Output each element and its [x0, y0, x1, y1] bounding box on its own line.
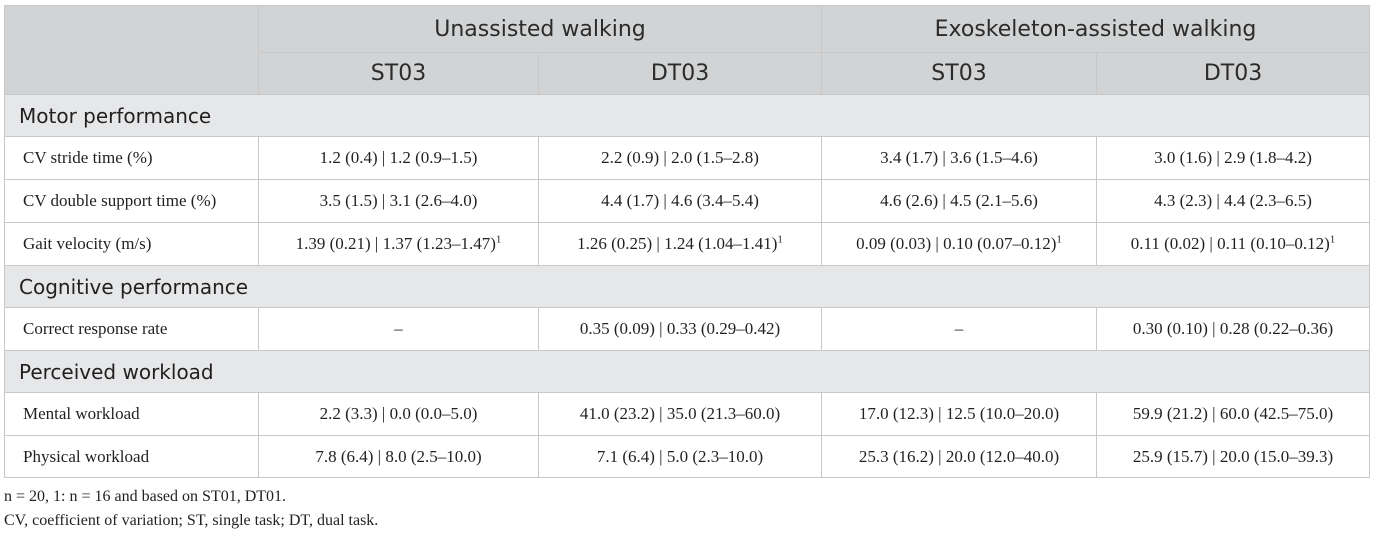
table-cell: 17.0 (12.3) | 12.5 (10.0–20.0) [821, 392, 1097, 436]
table-cell: 4.4 (1.7) | 4.6 (3.4–5.4) [538, 179, 822, 223]
col-header-exoskeleton-dt03: DT03 [1096, 52, 1370, 95]
table-row: Correct response rate – 0.35 (0.09) | 0.… [4, 307, 1370, 351]
section-title-workload: Perceived workload [4, 350, 1370, 393]
table-cell: – [821, 307, 1097, 351]
table-cell: 0.09 (0.03) | 0.10 (0.07–0.12)1 [821, 222, 1097, 266]
table-cell: 41.0 (23.2) | 35.0 (21.3–60.0) [538, 392, 822, 436]
table-cell: 1.39 (0.21) | 1.37 (1.23–1.47)1 [258, 222, 539, 266]
table-cell: 25.3 (16.2) | 20.0 (12.0–40.0) [821, 435, 1097, 478]
col-header-unassisted-st03: ST03 [258, 52, 539, 95]
row-label: CV double support time (%) [4, 179, 259, 223]
table-cell: 7.1 (6.4) | 5.0 (2.3–10.0) [538, 435, 822, 478]
table-cell: 1.2 (0.4) | 1.2 (0.9–1.5) [258, 136, 539, 180]
table-cell: 0.35 (0.09) | 0.33 (0.29–0.42) [538, 307, 822, 351]
corner-cell [4, 5, 259, 95]
table-cell: 0.30 (0.10) | 0.28 (0.22–0.36) [1096, 307, 1370, 351]
group-header-exoskeleton: Exoskeleton-assisted walking [821, 5, 1370, 53]
table-cell: 4.3 (2.3) | 4.4 (2.3–6.5) [1096, 179, 1370, 223]
table-cell: 2.2 (0.9) | 2.0 (1.5–2.8) [538, 136, 822, 180]
group-header-row: Unassisted walking Exoskeleton-assisted … [4, 5, 1370, 95]
col-header-unassisted-dt03: DT03 [538, 52, 822, 95]
table-cell: 3.5 (1.5) | 3.1 (2.6–4.0) [258, 179, 539, 223]
table-cell: 59.9 (21.2) | 60.0 (42.5–75.0) [1096, 392, 1370, 436]
footnote-abbreviations: CV, coefficient of variation; ST, single… [4, 512, 379, 529]
table-cell: 3.0 (1.6) | 2.9 (1.8–4.2) [1096, 136, 1370, 180]
table-row: CV stride time (%) 1.2 (0.4) | 1.2 (0.9–… [4, 136, 1370, 180]
table-row: Mental workload 2.2 (3.3) | 0.0 (0.0–5.0… [4, 392, 1370, 436]
table-cell: 2.2 (3.3) | 0.0 (0.0–5.0) [258, 392, 539, 436]
group-header-unassisted: Unassisted walking [258, 5, 822, 53]
table-cell: 3.4 (1.7) | 3.6 (1.5–4.6) [821, 136, 1097, 180]
table-cell: 0.11 (0.02) | 0.11 (0.10–0.12)1 [1096, 222, 1370, 266]
table-row: Physical workload 7.8 (6.4) | 8.0 (2.5–1… [4, 435, 1370, 478]
row-label: Gait velocity (m/s) [4, 222, 259, 266]
table-cell: 7.8 (6.4) | 8.0 (2.5–10.0) [258, 435, 539, 478]
table-cell: 4.6 (2.6) | 4.5 (2.1–5.6) [821, 179, 1097, 223]
section-row: Cognitive performance [4, 265, 1370, 308]
section-row: Motor performance [4, 94, 1370, 137]
row-label: Correct response rate [4, 307, 259, 351]
table-row: CV double support time (%) 3.5 (1.5) | 3… [4, 179, 1370, 223]
row-label: Mental workload [4, 392, 259, 436]
col-header-exoskeleton-st03: ST03 [821, 52, 1097, 95]
condition-header-row: ST03 DT03 ST03 DT03 [5, 52, 1370, 95]
results-table: Unassisted walking Exoskeleton-assisted … [4, 5, 1370, 478]
table-cell: 25.9 (15.7) | 20.0 (15.0–39.3) [1096, 435, 1370, 478]
section-title-motor: Motor performance [4, 94, 1370, 137]
table-cell: – [258, 307, 539, 351]
table-cell: 1.26 (0.25) | 1.24 (1.04–1.41)1 [538, 222, 822, 266]
section-title-cognitive: Cognitive performance [4, 265, 1370, 308]
row-label: Physical workload [4, 435, 259, 478]
table-footnotes: n = 20, 1: n = 16 and based on ST01, DT0… [4, 485, 378, 533]
row-label: CV stride time (%) [4, 136, 259, 180]
table-row: Gait velocity (m/s) 1.39 (0.21) | 1.37 (… [4, 222, 1370, 266]
footnote-sample-size: n = 20, 1: n = 16 and based on ST01, DT0… [4, 488, 287, 505]
section-row: Perceived workload [4, 350, 1370, 393]
